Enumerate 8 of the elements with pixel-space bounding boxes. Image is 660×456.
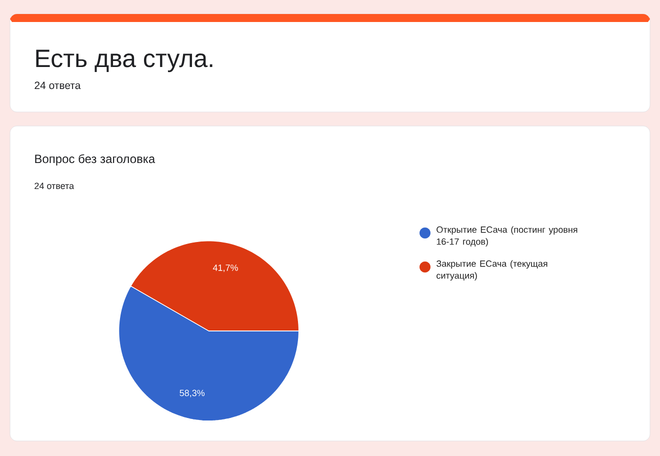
data-label: 58,3% bbox=[180, 390, 205, 398]
data-label: 41,7% bbox=[212, 264, 238, 272]
legend-label: Открытие ЕСача (постинг уровня 16-17 годов) bbox=[436, 226, 578, 247]
text: 24 ответа bbox=[34, 82, 81, 90]
chart-title: Вопрос без заголовка bbox=[35, 154, 156, 166]
chart-subtitle: 24 ответа bbox=[34, 182, 74, 190]
text: Есть два стула. bbox=[36, 50, 212, 72]
legend-label: Закрытие ЕСача (текущая ситуация) bbox=[436, 260, 548, 281]
